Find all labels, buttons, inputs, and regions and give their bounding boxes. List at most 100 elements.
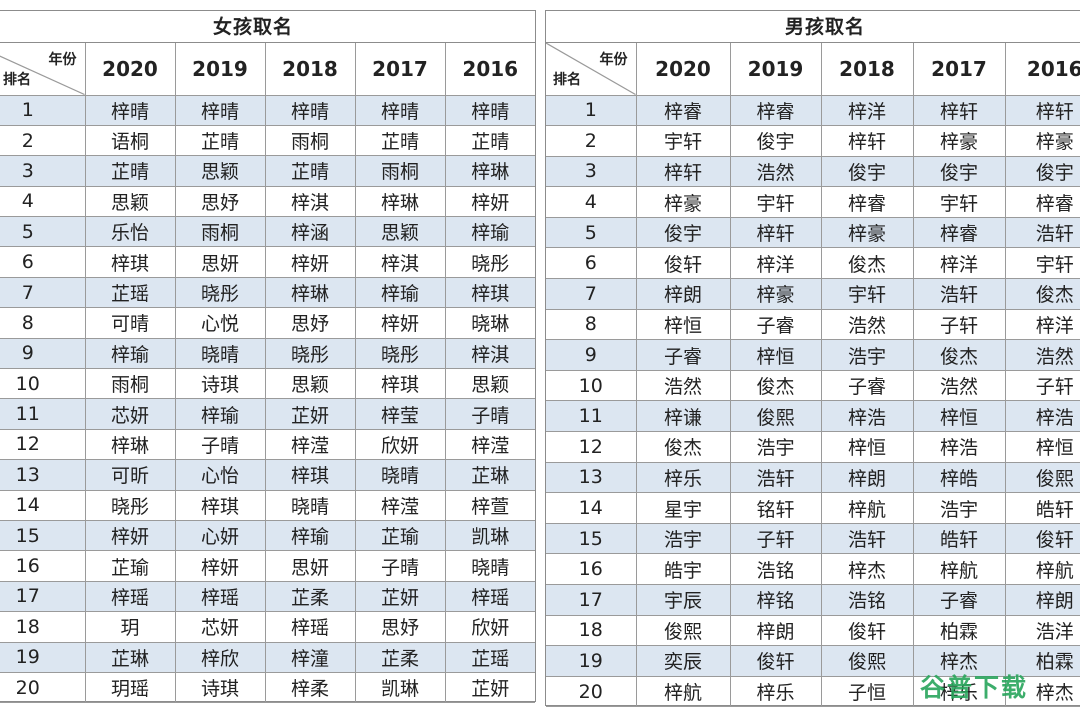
name-cell: 俊杰: [635, 431, 731, 463]
name-cell: 梓铭: [729, 584, 822, 616]
name-cell: 梓洋: [729, 247, 822, 280]
rank-cell: 5: [546, 216, 637, 249]
name-cell: 梓晴: [264, 95, 356, 126]
name-cell: 梓轩: [912, 95, 1006, 127]
name-cell: 梓琪: [264, 459, 356, 491]
name-cell: 俊轩: [635, 247, 731, 280]
name-cell: 梓滢: [264, 428, 356, 461]
name-cell: 俊宇: [635, 216, 731, 249]
name-cell: 梓琪: [354, 368, 446, 400]
name-cell: 思颖: [84, 185, 176, 218]
name-cell: 梓洋: [820, 95, 914, 127]
year-header: 2019: [174, 43, 266, 96]
rank-cell: 9: [546, 339, 637, 371]
rank-cell: 8: [546, 308, 637, 341]
name-cell: 玥: [84, 611, 176, 643]
name-cell: 梓轩: [820, 125, 914, 157]
name-cell: 子轩: [1004, 369, 1080, 402]
name-cell: 俊熙: [729, 400, 822, 433]
rank-cell: 3: [546, 155, 637, 188]
name-cell: 俊宇: [912, 155, 1006, 188]
name-cell: 梓航: [820, 492, 914, 524]
name-cell: 铭轩: [729, 492, 822, 524]
rank-cell: 15: [546, 522, 637, 555]
name-cell: 梓轩: [729, 216, 822, 249]
name-cell: 梓洋: [1004, 308, 1080, 341]
table-row: 13 可昕 心怡 梓琪 晓晴 芷琳: [0, 459, 535, 491]
table-row: 3 梓轩 浩然 俊宇 俊宇 俊宇: [546, 155, 1080, 188]
name-cell: 梓淇: [444, 337, 535, 370]
name-cell: 语桐: [84, 124, 176, 157]
name-cell: 俊宇: [1004, 155, 1080, 188]
rank-cell: 13: [0, 459, 86, 491]
name-cell: 晓彤: [174, 276, 266, 309]
name-cell: 梓淇: [264, 185, 356, 218]
name-cell: 梓妍: [84, 519, 176, 552]
name-cell: 芷柔: [354, 641, 446, 673]
name-cell: 梓滢: [354, 489, 446, 521]
name-cell: 浩铭: [820, 584, 914, 616]
name-cell: 梓淇: [354, 246, 446, 278]
name-cell: 梓恒: [729, 339, 822, 371]
name-cell: 芷瑜: [84, 550, 176, 582]
name-cell: 芷妍: [444, 671, 535, 704]
name-cell: 梓豪: [820, 216, 914, 249]
name-cell: 俊熙: [635, 614, 731, 647]
name-cell: 思颖: [354, 216, 446, 248]
name-cell: 梓睿: [820, 186, 914, 218]
name-cell: 俊杰: [820, 247, 914, 280]
rank-cell: 7: [0, 276, 86, 309]
boys-names-table: 年份 排名 2020 2019 2018 2017 2016 1 梓睿 梓睿 梓洋 梓轩…: [546, 43, 1080, 708]
year-header: 2020: [84, 43, 176, 96]
name-cell: 梓乐: [912, 675, 1006, 708]
corner-year-label: 年份: [48, 52, 77, 68]
name-cell: 雨桐: [264, 124, 356, 157]
table-row: 4 梓豪 宇轩 梓睿 宇轩 梓睿: [546, 186, 1080, 218]
table-row: 7 梓朗 梓豪 宇轩 浩轩 俊杰: [546, 278, 1080, 310]
table-row: 12 俊杰 浩宇 梓恒 梓浩 梓恒: [546, 431, 1080, 463]
name-cell: 晓彤: [444, 246, 535, 278]
name-cell: 浩然: [1004, 339, 1080, 371]
name-cell: 梓睿: [912, 216, 1006, 249]
name-cell: 思颖: [264, 368, 356, 400]
name-cell: 梓豪: [912, 125, 1006, 157]
name-cell: 梓琪: [84, 246, 176, 278]
rank-cell: 6: [546, 247, 637, 280]
year-header: 2019: [729, 43, 822, 96]
rank-cell: 17: [0, 580, 86, 613]
rank-cell: 2: [0, 124, 86, 157]
girls-names-table: 年份 排名 2020 2019 2018 2017 2016 1 梓晴 梓晴 梓晴 梓晴…: [0, 43, 535, 704]
rank-cell: 3: [0, 155, 86, 187]
rank-cell: 2: [546, 125, 637, 157]
name-cell: 浩宇: [912, 492, 1006, 524]
name-cell: 梓恒: [635, 308, 731, 341]
name-cell: 雨桐: [84, 368, 176, 400]
table-row: 6 梓琪 思妍 梓妍 梓淇 晓彤: [0, 246, 535, 278]
name-cell: 凯琳: [444, 519, 535, 552]
name-cell: 可晴: [84, 307, 176, 339]
name-cell: 晓晴: [264, 489, 356, 521]
table-row: 7 芷瑶 晓彤 梓琳 梓瑜 梓琪: [0, 276, 535, 309]
name-cell: 晓晴: [354, 459, 446, 491]
name-cell: 梓杰: [912, 645, 1006, 677]
name-cell: 子睿: [729, 308, 822, 341]
rank-cell: 19: [0, 641, 86, 673]
table-row: 10 雨桐 诗琪 思颖 梓琪 思颖: [0, 368, 535, 400]
rank-cell: 19: [546, 645, 637, 677]
name-cell: 宇轩: [820, 278, 914, 310]
name-cell: 心妍: [174, 519, 266, 552]
name-cell: 梓妍: [264, 246, 356, 278]
table-row: 10 浩然 俊杰 子睿 浩然 子轩: [546, 369, 1080, 402]
name-cell: 梓妍: [444, 185, 535, 218]
name-cell: 梓谦: [635, 400, 731, 433]
rank-cell: 18: [0, 611, 86, 643]
name-cell: 浩然: [729, 155, 822, 188]
name-cell: 宇轩: [635, 125, 731, 157]
name-cell: 梓瑜: [264, 519, 356, 552]
rank-cell: 13: [546, 461, 637, 494]
name-cell: 芷琳: [84, 641, 176, 673]
name-cell: 芷瑜: [354, 519, 446, 552]
table-row: 18 俊熙 梓朗 俊轩 柏霖 浩洋: [546, 614, 1080, 647]
name-cell: 思妤: [264, 307, 356, 339]
name-cell: 柏霖: [912, 614, 1006, 647]
